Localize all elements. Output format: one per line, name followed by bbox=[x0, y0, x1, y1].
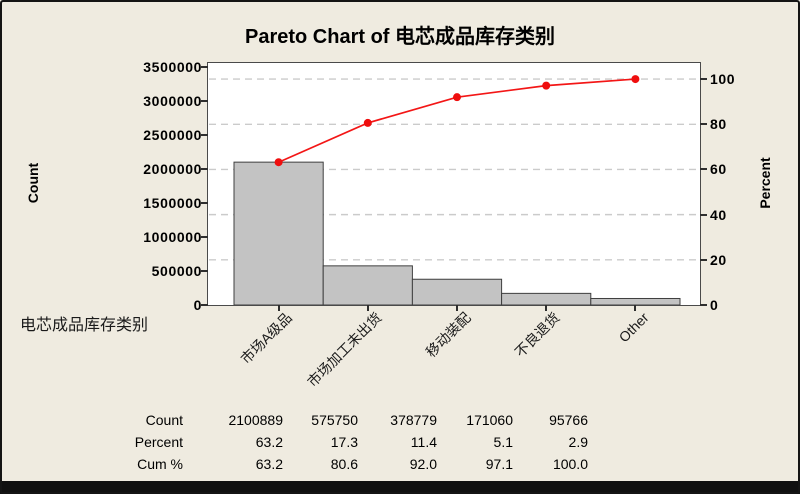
table-value: 2.9 bbox=[568, 434, 588, 450]
percent-tick-label: 80 bbox=[710, 116, 727, 133]
count-tick-mark bbox=[201, 168, 208, 170]
cumulative-marker bbox=[274, 158, 283, 167]
count-tick-label: 1500000 bbox=[143, 195, 202, 211]
category-tick-mark bbox=[277, 305, 280, 311]
cumulative-line bbox=[278, 78, 636, 164]
percent-tick-mark bbox=[700, 213, 707, 216]
table-value: 575750 bbox=[311, 412, 358, 428]
category-tick-mark bbox=[456, 305, 458, 311]
table-row-label: Cum % bbox=[137, 456, 183, 472]
category-label: Other bbox=[615, 309, 653, 346]
chart-title: Pareto Chart of 电芯成品库存类别 bbox=[244, 26, 556, 48]
table-value: 378779 bbox=[390, 412, 437, 428]
count-tick-mark bbox=[201, 236, 208, 238]
count-tick-label: 3000000 bbox=[143, 93, 202, 109]
table-value: 5.1 bbox=[493, 434, 513, 450]
pareto-bar bbox=[590, 297, 681, 305]
count-tick-mark bbox=[201, 270, 208, 272]
percent-tick-label: 0 bbox=[710, 297, 719, 313]
count-tick-mark bbox=[201, 100, 208, 102]
percent-tick-label: 20 bbox=[710, 251, 727, 268]
plot-area bbox=[207, 62, 701, 306]
table-value: 92.0 bbox=[409, 456, 437, 472]
table-value: 100.0 bbox=[552, 456, 588, 472]
percent-tick-mark bbox=[700, 78, 707, 81]
category-label: 市场A级品 bbox=[237, 309, 296, 367]
table-row-label: Percent bbox=[134, 434, 183, 450]
cumulative-marker bbox=[363, 118, 372, 127]
percent-tick-mark bbox=[700, 304, 707, 306]
pareto-bar bbox=[501, 292, 592, 305]
pareto-bar bbox=[322, 265, 413, 305]
percent-tick-mark bbox=[700, 123, 707, 126]
table-value: 97.1 bbox=[485, 456, 513, 472]
count-tick-label: 500000 bbox=[151, 263, 202, 279]
table-value: 95766 bbox=[549, 412, 588, 428]
category-label: 移动装配 bbox=[422, 309, 474, 361]
category-tick-mark bbox=[634, 305, 637, 311]
count-tick-mark bbox=[201, 66, 208, 68]
percent-tick-mark bbox=[700, 258, 707, 261]
bottom-black-strip bbox=[0, 481, 800, 494]
table-value: 63.2 bbox=[255, 456, 283, 472]
category-tick-mark bbox=[545, 305, 548, 311]
cumulative-marker bbox=[542, 81, 551, 90]
table-value: 17.3 bbox=[330, 434, 358, 450]
count-tick-mark bbox=[201, 304, 208, 306]
pareto-bar bbox=[411, 278, 503, 305]
percent-tick-label: 100 bbox=[710, 71, 736, 88]
table-value: 171060 bbox=[466, 412, 513, 428]
count-tick-label: 2500000 bbox=[143, 127, 202, 143]
percent-axis-title: Percent bbox=[757, 157, 773, 209]
pareto-plot-canvas bbox=[209, 75, 699, 305]
table-value: 80.6 bbox=[330, 456, 358, 472]
count-axis-title: Count bbox=[25, 162, 41, 204]
category-tick-mark bbox=[366, 305, 369, 311]
table-value: 2100889 bbox=[228, 412, 283, 428]
table-row-label: Count bbox=[145, 412, 183, 428]
category-axis-title: 电芯成品库存类别 bbox=[20, 317, 149, 334]
table-value: 63.2 bbox=[255, 434, 283, 450]
category-label: 不良退货 bbox=[511, 309, 563, 361]
pareto-bar bbox=[233, 161, 324, 305]
category-label: 市场加工未出货 bbox=[303, 309, 385, 390]
cumulative-marker bbox=[631, 75, 640, 84]
table-value: 11.4 bbox=[410, 434, 437, 450]
percent-tick-mark bbox=[700, 168, 707, 171]
percent-tick-label: 40 bbox=[710, 206, 727, 223]
count-tick-label: 3500000 bbox=[143, 59, 202, 75]
count-tick-mark bbox=[201, 202, 208, 204]
count-tick-label: 1000000 bbox=[143, 229, 202, 245]
count-tick-label: 0 bbox=[193, 297, 202, 313]
percent-tick-label: 60 bbox=[710, 161, 727, 178]
count-tick-mark bbox=[201, 134, 208, 136]
cumulative-marker bbox=[453, 93, 461, 102]
count-tick-label: 2000000 bbox=[143, 161, 202, 177]
